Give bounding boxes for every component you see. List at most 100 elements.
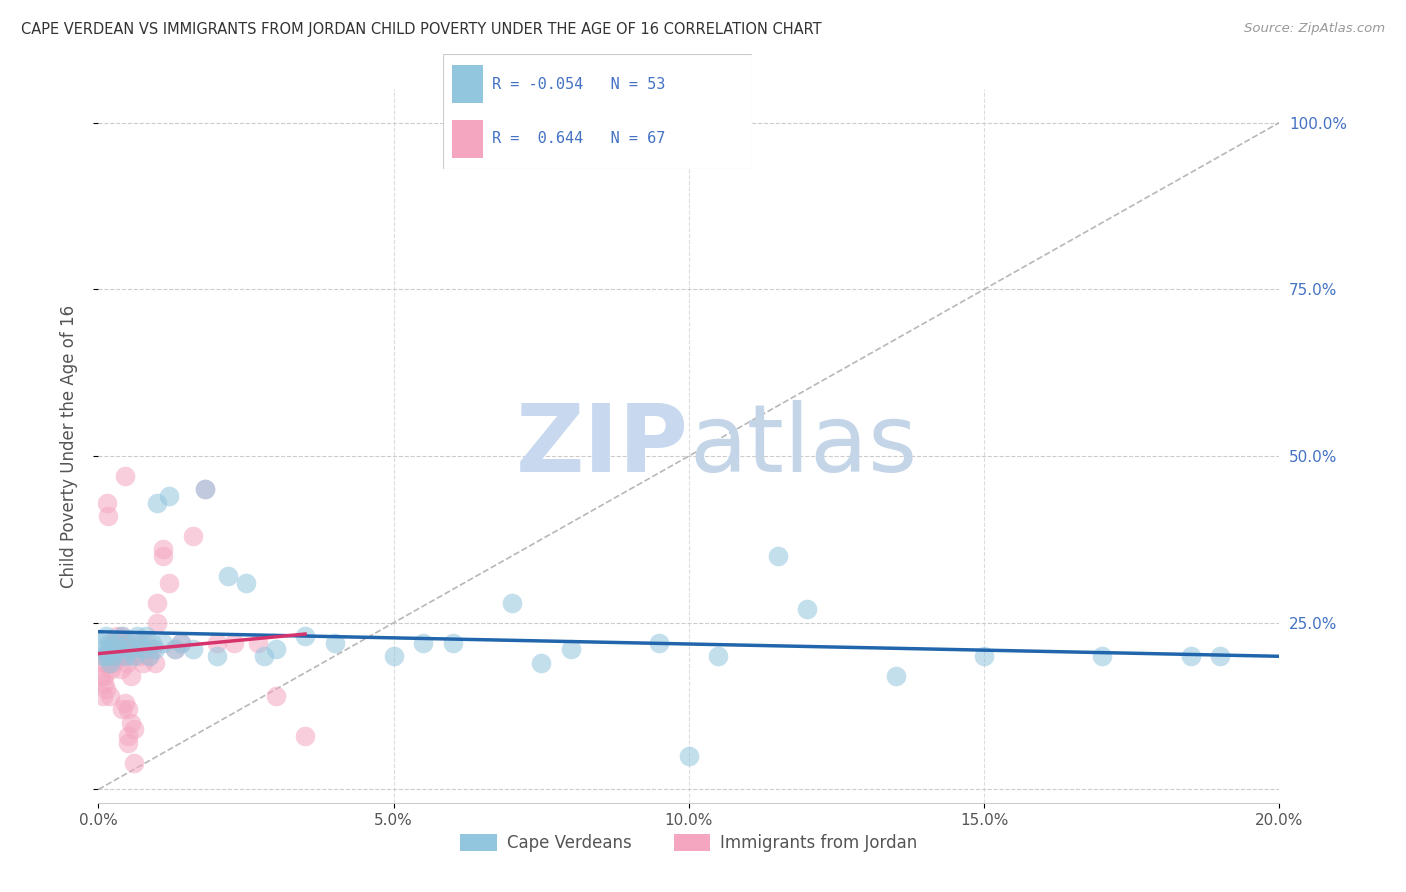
Point — [122, 642, 145, 657]
Point — [501, 596, 523, 610]
Point — [382, 649, 405, 664]
Point — [132, 656, 155, 670]
Point — [135, 636, 157, 650]
Point — [120, 642, 142, 657]
Point — [105, 636, 128, 650]
Point — [108, 642, 131, 657]
Point — [224, 636, 246, 650]
Point — [114, 649, 136, 664]
Point — [110, 662, 132, 676]
Point — [235, 575, 257, 590]
FancyBboxPatch shape — [443, 54, 752, 169]
Point — [100, 662, 122, 676]
Point — [560, 642, 582, 657]
Point — [165, 642, 187, 657]
Point — [181, 529, 204, 543]
Point — [138, 649, 160, 664]
Text: R =  0.644   N = 67: R = 0.644 N = 67 — [492, 131, 666, 146]
Point — [146, 596, 169, 610]
Point — [253, 649, 276, 664]
Point — [205, 636, 228, 650]
Point — [111, 629, 134, 643]
Point — [93, 669, 115, 683]
Point — [194, 483, 217, 497]
Point — [98, 636, 121, 650]
Point — [122, 756, 145, 770]
Point — [103, 656, 125, 670]
Point — [170, 636, 193, 650]
Point — [217, 569, 239, 583]
Point — [120, 669, 142, 683]
Point — [114, 696, 136, 710]
Point — [132, 642, 155, 657]
Point — [165, 642, 187, 657]
Point — [973, 649, 995, 664]
Point — [111, 702, 134, 716]
Point — [115, 656, 138, 670]
Point — [91, 689, 114, 703]
Point — [135, 629, 157, 643]
Point — [143, 642, 166, 657]
Point — [143, 656, 166, 670]
Point — [91, 656, 114, 670]
Bar — [453, 120, 484, 158]
Point — [96, 649, 118, 664]
Point — [152, 549, 174, 563]
Point — [294, 729, 316, 743]
Point — [707, 649, 730, 664]
Point — [530, 656, 553, 670]
Point — [796, 602, 818, 616]
Point — [122, 649, 145, 664]
Point — [97, 509, 120, 524]
Point — [412, 636, 434, 650]
Point — [105, 649, 128, 664]
Point — [205, 649, 228, 664]
Text: R = -0.054   N = 53: R = -0.054 N = 53 — [492, 77, 666, 92]
Point — [96, 656, 118, 670]
Legend: Cape Verdeans, Immigrants from Jordan: Cape Verdeans, Immigrants from Jordan — [454, 827, 924, 859]
Point — [128, 636, 150, 650]
Point — [120, 649, 142, 664]
Point — [114, 469, 136, 483]
Point — [112, 636, 135, 650]
Text: CAPE VERDEAN VS IMMIGRANTS FROM JORDAN CHILD POVERTY UNDER THE AGE OF 16 CORRELA: CAPE VERDEAN VS IMMIGRANTS FROM JORDAN C… — [21, 22, 821, 37]
Point — [110, 642, 132, 657]
Point — [264, 689, 287, 703]
Text: atlas: atlas — [689, 400, 917, 492]
Point — [94, 649, 117, 664]
Point — [93, 642, 115, 657]
Point — [91, 649, 114, 664]
Point — [96, 649, 118, 664]
Bar — [453, 65, 484, 103]
Point — [323, 636, 346, 650]
Point — [120, 715, 142, 730]
Text: Source: ZipAtlas.com: Source: ZipAtlas.com — [1244, 22, 1385, 36]
Point — [125, 629, 148, 643]
Point — [766, 549, 789, 563]
Point — [94, 682, 117, 697]
Point — [648, 636, 671, 650]
Point — [118, 642, 141, 657]
Point — [98, 656, 121, 670]
Point — [294, 629, 316, 643]
Point — [441, 636, 464, 650]
Point — [112, 649, 135, 664]
Point — [122, 723, 145, 737]
Point — [128, 649, 150, 664]
Point — [94, 629, 117, 643]
Point — [264, 642, 287, 657]
Point — [141, 636, 163, 650]
Point — [101, 636, 124, 650]
Point — [678, 749, 700, 764]
Point — [103, 649, 125, 664]
Point — [117, 702, 139, 716]
Point — [108, 636, 131, 650]
Point — [111, 629, 134, 643]
Point — [157, 575, 180, 590]
Point — [105, 642, 128, 657]
Point — [98, 689, 121, 703]
Point — [110, 649, 132, 664]
Point — [117, 729, 139, 743]
Point — [181, 642, 204, 657]
Point — [125, 636, 148, 650]
